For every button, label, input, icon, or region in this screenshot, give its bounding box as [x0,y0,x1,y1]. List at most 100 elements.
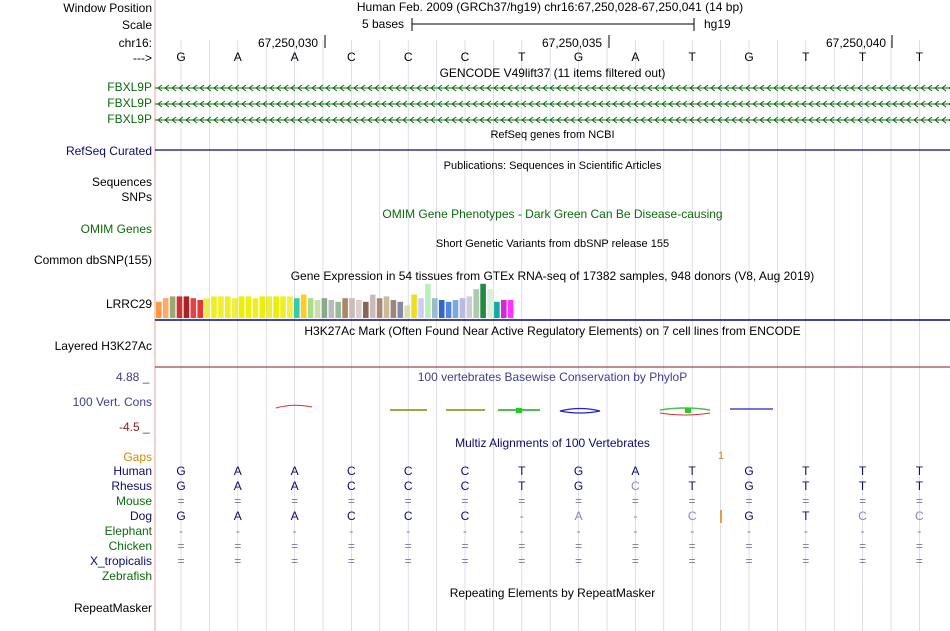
omim-title[interactable]: OMIM Gene Phenotypes - Dark Green Can Be… [382,207,723,221]
strand-chevron [591,84,597,92]
gtex-bar [218,296,224,318]
conservation-plot[interactable] [155,400,950,420]
strand-chevron [500,84,506,92]
dbsnp-label[interactable]: Common dbSNP(155) [33,253,152,267]
strand-chevron [619,116,625,124]
strand-chevron [234,116,240,124]
omim-label[interactable]: OMIM Genes [80,222,152,236]
strand-chevron [213,84,219,92]
gene-label[interactable]: FBXL9P [107,96,152,110]
strand-chevron [948,102,950,106]
species-label[interactable]: Elephant [104,524,152,538]
strand-chevron [710,84,716,92]
alignment-base: A [574,509,583,523]
strand-chevron [304,84,310,92]
strand-chevron [710,100,716,108]
publications-title[interactable]: Publications: Sequences in Scientific Ar… [443,160,662,172]
gtex-bar [259,296,266,318]
alignment-base: T [915,479,924,493]
strand-chevron [829,84,835,92]
gtex-gene-label[interactable]: LRRC29 [105,297,152,311]
gencode-gene-models[interactable] [155,80,950,128]
strand-chevron [164,84,170,92]
cons-label[interactable]: 100 Vert. Cons [72,395,152,409]
strand-chevron [787,84,793,92]
strand-chevron [465,116,471,124]
species-label[interactable]: Dog [129,509,152,523]
alignment-base: A [290,509,299,523]
species-label[interactable]: Mouse [115,494,152,508]
alignment-base: G [573,464,584,478]
strand-chevron [682,100,688,108]
gene-label[interactable]: FBXL9P [107,80,152,94]
refseq-title[interactable]: RefSeq genes from NCBI [490,129,615,141]
strand-chevron [311,84,317,92]
h3k27ac-title[interactable]: H3K27Ac Mark (Often Found Near Active Re… [304,324,801,338]
multiz-title[interactable]: Multiz Alignments of 100 Vertebrates [455,436,650,450]
strand-chevron [570,116,576,124]
species-label[interactable]: X_tropicalis [89,554,152,568]
species-label[interactable]: Chicken [108,539,152,553]
strand-chevron [472,100,478,108]
gtex-title[interactable]: Gene Expression in 54 tissues from GTEx … [290,269,815,283]
strand-chevron [899,84,905,92]
alignment-base: = [177,554,185,568]
strand-chevron [297,84,303,92]
scale-value: 5 bases [362,17,405,31]
strand-chevron [402,84,408,92]
strand-chevron [192,84,198,92]
gaps-label[interactable]: Gaps [123,450,152,464]
multiz-alignment[interactable]: Human G A A C C C T G A T G T T T Rhesus G A A C C C T G C T G T T T M… [0,464,950,584]
species-label[interactable]: Human [113,464,152,478]
gtex-bar [445,301,452,318]
strand-chevron [402,100,408,108]
strand-chevron [276,84,282,92]
repeatmasker-title[interactable]: Repeating Elements by RepeatMasker [449,586,656,600]
strand-chevron [689,100,695,108]
species-label[interactable]: Rhesus [111,479,152,493]
h3k27ac-label[interactable]: Layered H3K27Ac [54,339,152,353]
gtex-bar [480,283,486,318]
strand-chevron [654,100,660,108]
base-letter: T [858,50,867,64]
strand-chevron [171,100,177,108]
gtex-expression-chart[interactable] [155,283,950,323]
strand-chevron [640,116,646,124]
strand-chevron [402,116,408,124]
cons-title[interactable]: 100 vertebrates Basewise Conservation by… [417,370,688,384]
strand-chevron [185,84,191,92]
gencode-title[interactable]: GENCODE V49lift37 (11 items filtered out… [439,66,666,80]
refseq-label[interactable]: RefSeq Curated [65,144,152,158]
strand-chevron [941,100,947,108]
strand-chevron [486,84,492,92]
strand-chevron [444,100,450,108]
dbsnp-title[interactable]: Short Genetic Variants from dbSNP releas… [435,238,670,250]
strand-chevron [332,84,338,92]
strand-chevron [521,84,527,92]
alignment-base: G [176,509,186,523]
strand-chevron [437,100,443,108]
strand-chevron [318,84,324,92]
strand-chevron [878,100,884,108]
strand-chevron [682,116,688,124]
species-label[interactable]: Zebrafish [101,569,152,583]
strand-chevron [206,116,212,124]
strand-chevron [927,116,933,124]
gene-label[interactable]: FBXL9P [107,112,152,126]
publications-snps-label[interactable]: SNPs [121,190,152,204]
publications-sequences-label[interactable]: Sequences [91,175,152,189]
gtex-bar [376,298,383,318]
strand-chevron [808,116,814,124]
strand-chevron [157,84,163,92]
strand-chevron [920,116,926,124]
strand-chevron [514,100,520,108]
alignment-base: - [690,524,695,538]
alignment-base: G [744,509,754,523]
alignment-base: T [518,479,526,493]
strand-chevron [458,100,464,108]
strand-chevron [367,116,373,124]
strand-chevron [493,116,499,124]
repeatmasker-label[interactable]: RepeatMasker [73,601,152,615]
strand-chevron [185,116,191,124]
refseq-gene-line[interactable] [155,145,950,155]
